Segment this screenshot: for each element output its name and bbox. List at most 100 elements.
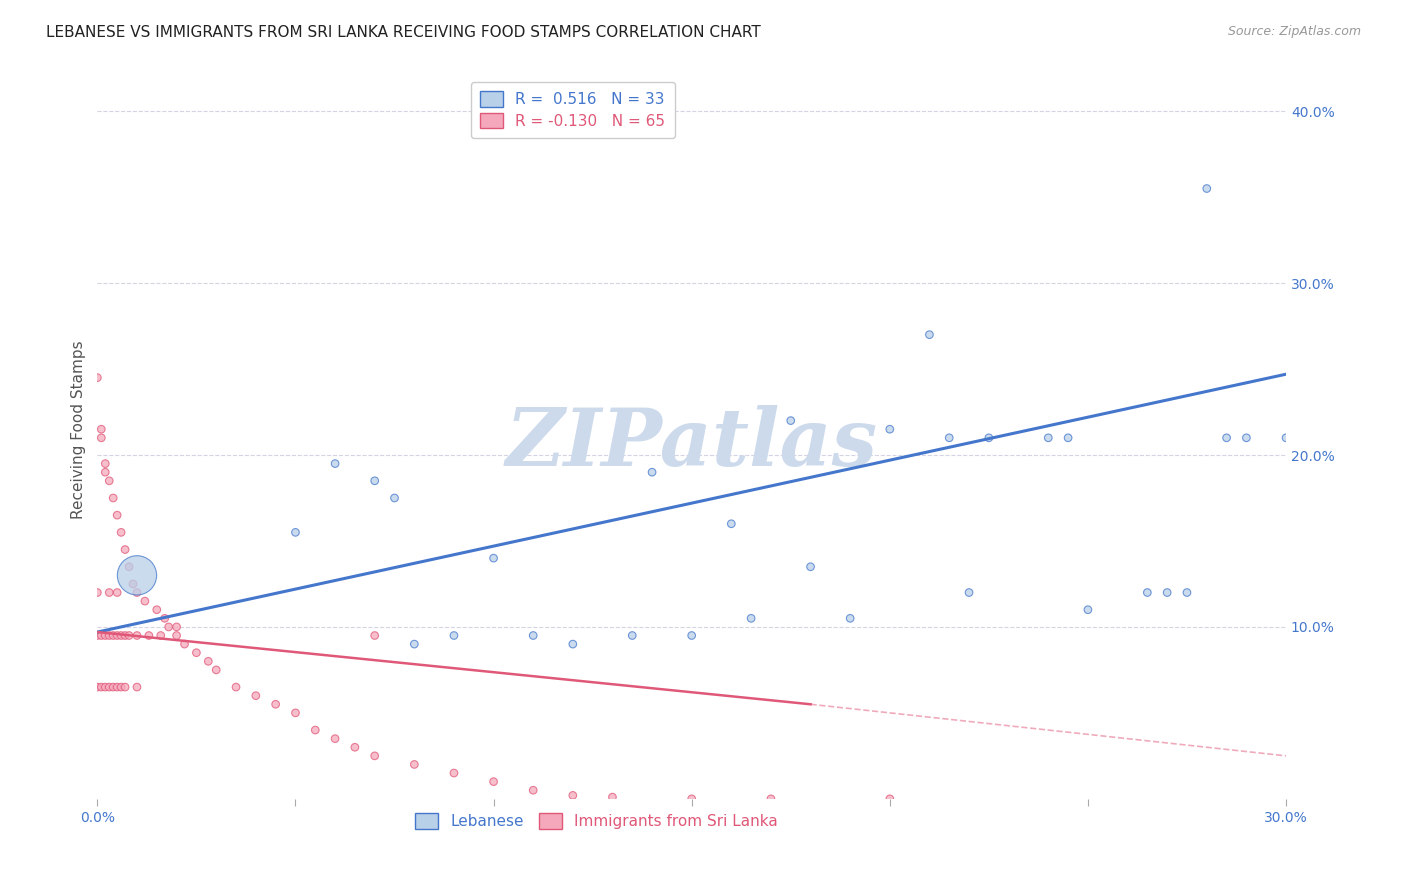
Point: [103, 491, 125, 505]
Point: [364, 748, 387, 763]
Point: [918, 327, 941, 342]
Point: [105, 628, 128, 642]
Point: [1057, 431, 1080, 445]
Point: [343, 740, 366, 755]
Point: [173, 637, 195, 651]
Y-axis label: Receiving Food Stamps: Receiving Food Stamps: [72, 340, 86, 518]
Point: [98, 474, 121, 488]
Point: [957, 585, 980, 599]
Point: [522, 783, 544, 797]
Point: [110, 680, 132, 694]
Point: [720, 516, 742, 531]
Point: [90, 680, 112, 694]
Text: ZIPatlas: ZIPatlas: [506, 405, 877, 483]
Point: [1077, 603, 1099, 617]
Point: [110, 628, 132, 642]
Point: [323, 731, 346, 746]
Point: [105, 508, 128, 523]
Point: [105, 680, 128, 694]
Text: LEBANESE VS IMMIGRANTS FROM SRI LANKA RECEIVING FOOD STAMPS CORRELATION CHART: LEBANESE VS IMMIGRANTS FROM SRI LANKA RE…: [46, 25, 761, 40]
Point: [443, 766, 465, 780]
Point: [157, 620, 180, 634]
Point: [118, 628, 141, 642]
Point: [323, 457, 346, 471]
Point: [186, 646, 208, 660]
Point: [1156, 585, 1178, 599]
Point: [977, 431, 1000, 445]
Point: [125, 628, 148, 642]
Point: [90, 431, 112, 445]
Point: [1275, 431, 1298, 445]
Legend: Lebanese, Immigrants from Sri Lanka: Lebanese, Immigrants from Sri Lanka: [409, 807, 785, 836]
Point: [86, 585, 108, 599]
Point: [125, 585, 148, 599]
Point: [94, 680, 117, 694]
Point: [482, 551, 505, 566]
Point: [98, 585, 121, 599]
Point: [602, 790, 624, 805]
Point: [125, 680, 148, 694]
Point: [404, 757, 426, 772]
Point: [681, 792, 703, 806]
Point: [225, 680, 247, 694]
Point: [1195, 181, 1218, 195]
Point: [482, 774, 505, 789]
Point: [443, 628, 465, 642]
Point: [1136, 585, 1159, 599]
Point: [284, 525, 307, 540]
Point: [105, 585, 128, 599]
Point: [98, 680, 121, 694]
Point: [125, 568, 148, 582]
Point: [94, 457, 117, 471]
Point: [304, 723, 326, 737]
Point: [779, 414, 801, 428]
Point: [245, 689, 267, 703]
Point: [641, 465, 664, 479]
Point: [197, 654, 219, 668]
Point: [114, 628, 136, 642]
Point: [384, 491, 406, 505]
Point: [561, 789, 583, 803]
Point: [1234, 431, 1257, 445]
Point: [759, 792, 782, 806]
Point: [118, 559, 141, 574]
Point: [938, 431, 960, 445]
Point: [122, 577, 145, 591]
Point: [205, 663, 228, 677]
Point: [839, 611, 862, 625]
Point: [879, 792, 901, 806]
Point: [114, 542, 136, 557]
Point: [90, 422, 112, 436]
Point: [681, 628, 703, 642]
Point: [364, 628, 387, 642]
Point: [149, 628, 172, 642]
Point: [284, 706, 307, 720]
Point: [94, 465, 117, 479]
Text: Source: ZipAtlas.com: Source: ZipAtlas.com: [1227, 25, 1361, 38]
Point: [561, 637, 583, 651]
Point: [138, 628, 160, 642]
Point: [98, 628, 121, 642]
Point: [404, 637, 426, 651]
Point: [166, 620, 188, 634]
Point: [879, 422, 901, 436]
Point: [94, 628, 117, 642]
Point: [86, 680, 108, 694]
Point: [364, 474, 387, 488]
Point: [153, 611, 176, 625]
Point: [740, 611, 762, 625]
Point: [114, 680, 136, 694]
Point: [1215, 431, 1237, 445]
Point: [134, 594, 156, 608]
Point: [86, 370, 108, 384]
Point: [799, 559, 821, 574]
Point: [264, 698, 287, 712]
Point: [103, 680, 125, 694]
Point: [522, 628, 544, 642]
Point: [110, 525, 132, 540]
Point: [86, 628, 108, 642]
Point: [146, 603, 169, 617]
Point: [1175, 585, 1198, 599]
Point: [90, 628, 112, 642]
Point: [103, 628, 125, 642]
